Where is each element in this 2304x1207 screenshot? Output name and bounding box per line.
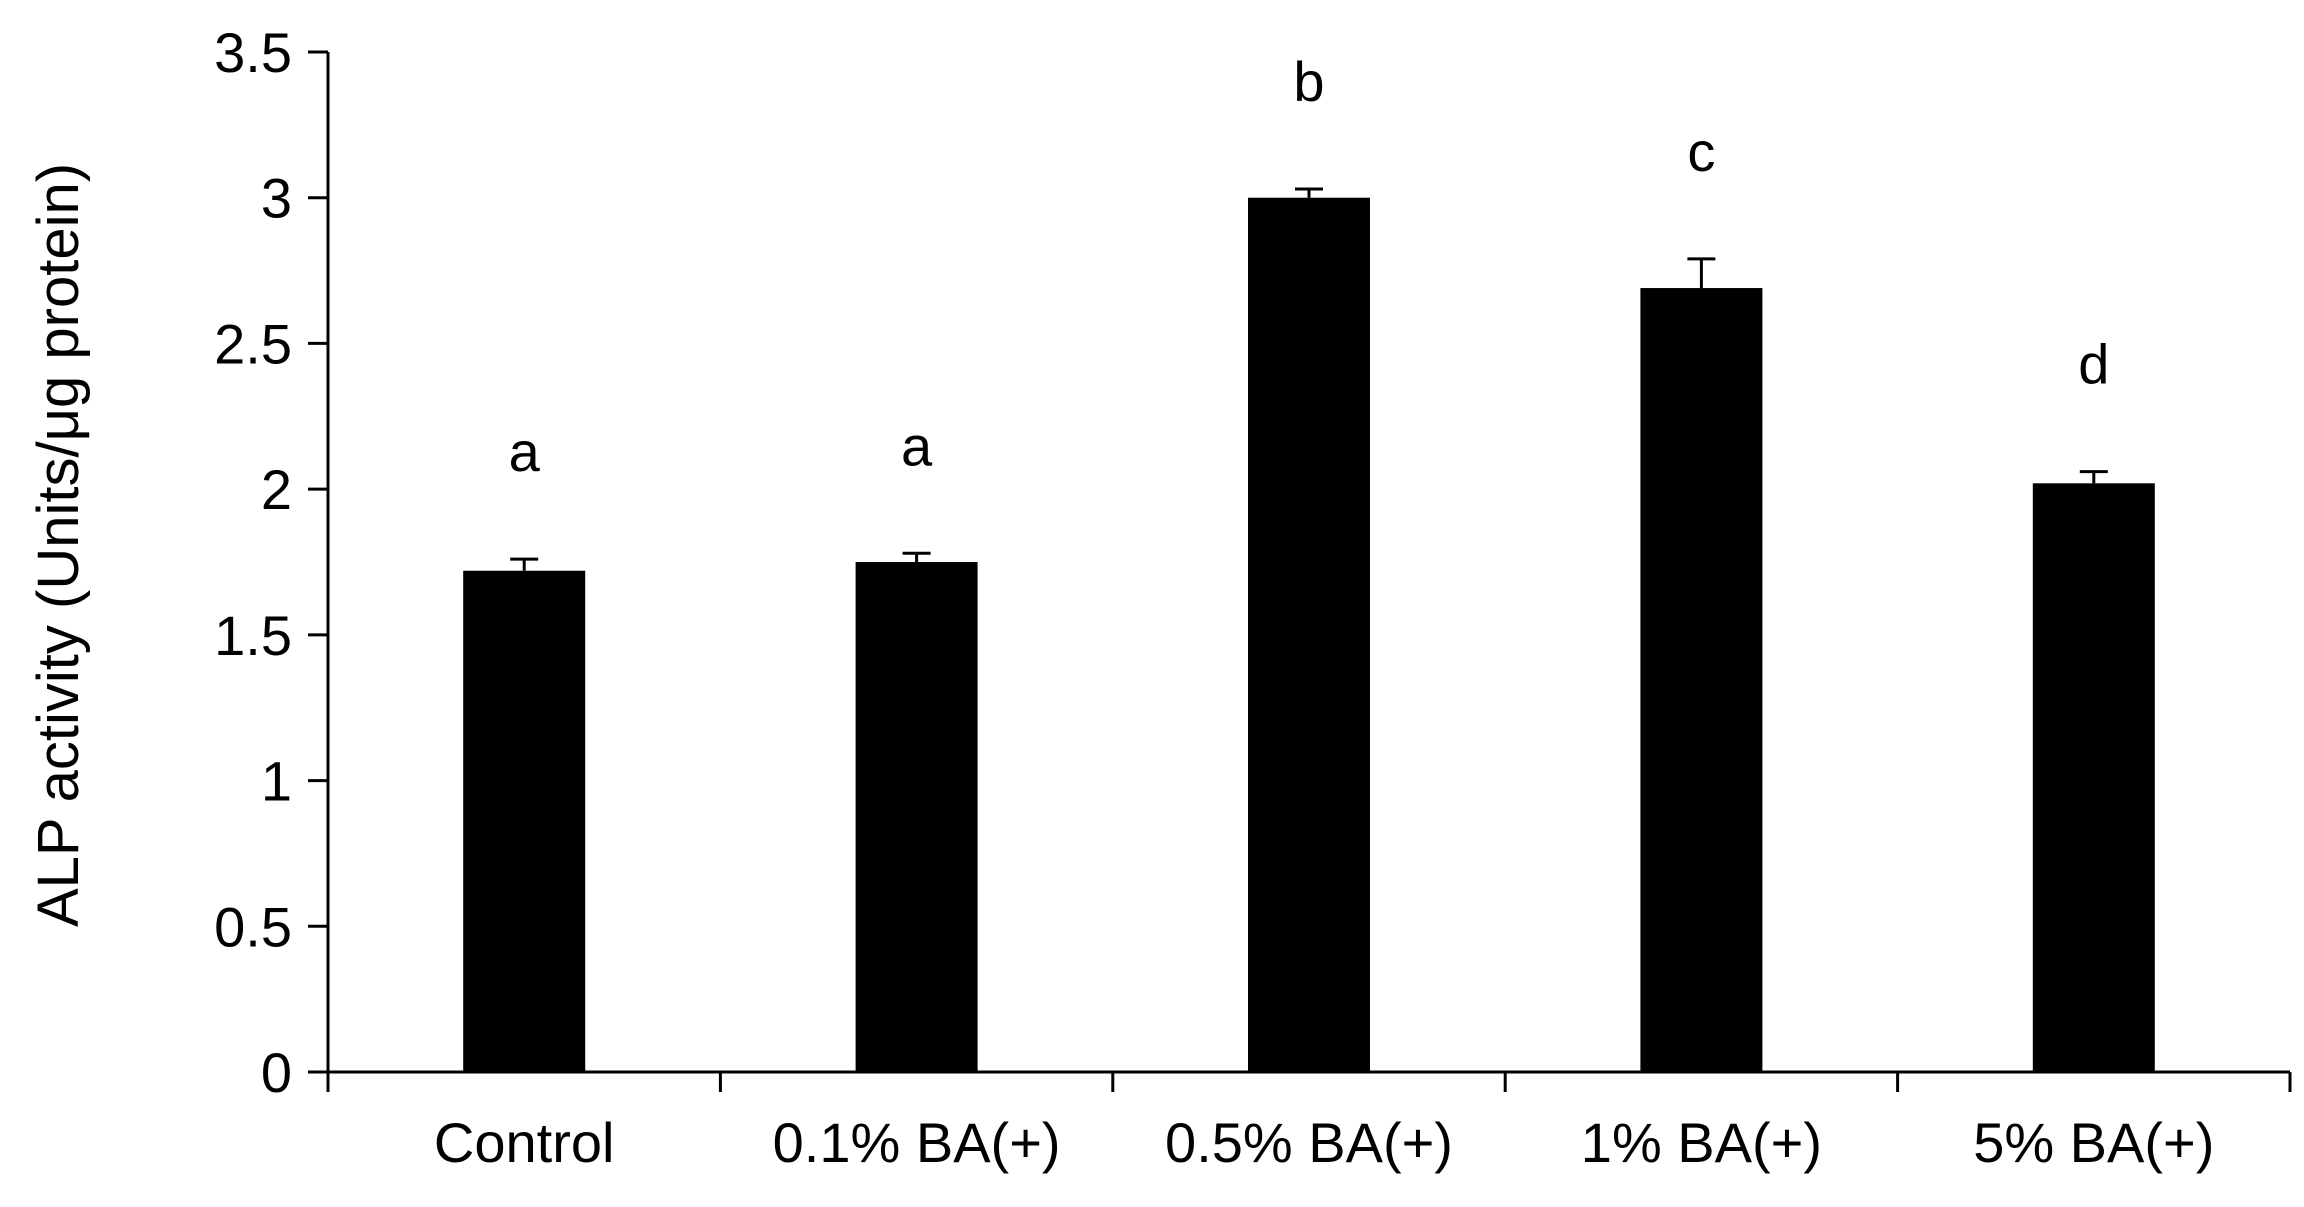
significance-label: a xyxy=(901,414,933,477)
category-label: 1% BA(+) xyxy=(1581,1111,1822,1174)
significance-label: c xyxy=(1687,120,1715,183)
y-tick-label: 1 xyxy=(261,750,292,813)
y-tick-label: 3.5 xyxy=(214,21,292,84)
bars xyxy=(463,197,2155,1072)
y-axis-title: ALP activity (Units/μg protein) xyxy=(26,163,91,927)
significance-label: b xyxy=(1293,50,1324,113)
y-tick-label: 3 xyxy=(261,167,292,230)
category-label: 0.1% BA(+) xyxy=(773,1111,1061,1174)
category-label: Control xyxy=(434,1111,615,1174)
x-axis-ticks xyxy=(326,1072,2292,1092)
bar xyxy=(1640,288,1763,1072)
y-tick-label: 2 xyxy=(261,458,292,521)
bar xyxy=(855,562,978,1072)
significance-labels: a a b c d xyxy=(509,50,2110,483)
bar xyxy=(463,570,586,1072)
y-axis-ticks: 0 0.5 1 1.5 2 2.5 3 3.5 xyxy=(214,21,328,1104)
y-tick-label: 0 xyxy=(261,1041,292,1104)
category-label: 5% BA(+) xyxy=(1973,1111,2214,1174)
y-tick-label: 1.5 xyxy=(214,604,292,667)
category-label: 0.5% BA(+) xyxy=(1165,1111,1453,1174)
category-labels: Control 0.1% BA(+) 0.5% BA(+) 1% BA(+) 5% BA… xyxy=(434,1111,2214,1174)
y-tick-label: 2.5 xyxy=(214,312,292,375)
bar xyxy=(2032,483,2155,1072)
bar xyxy=(1248,197,1370,1072)
significance-label: a xyxy=(509,420,541,483)
error-bars xyxy=(510,187,2108,571)
y-axis-title-group: ALP activity (Units/μg protein) xyxy=(26,163,91,927)
significance-label: d xyxy=(2078,333,2109,396)
y-tick-label: 0.5 xyxy=(214,895,292,958)
